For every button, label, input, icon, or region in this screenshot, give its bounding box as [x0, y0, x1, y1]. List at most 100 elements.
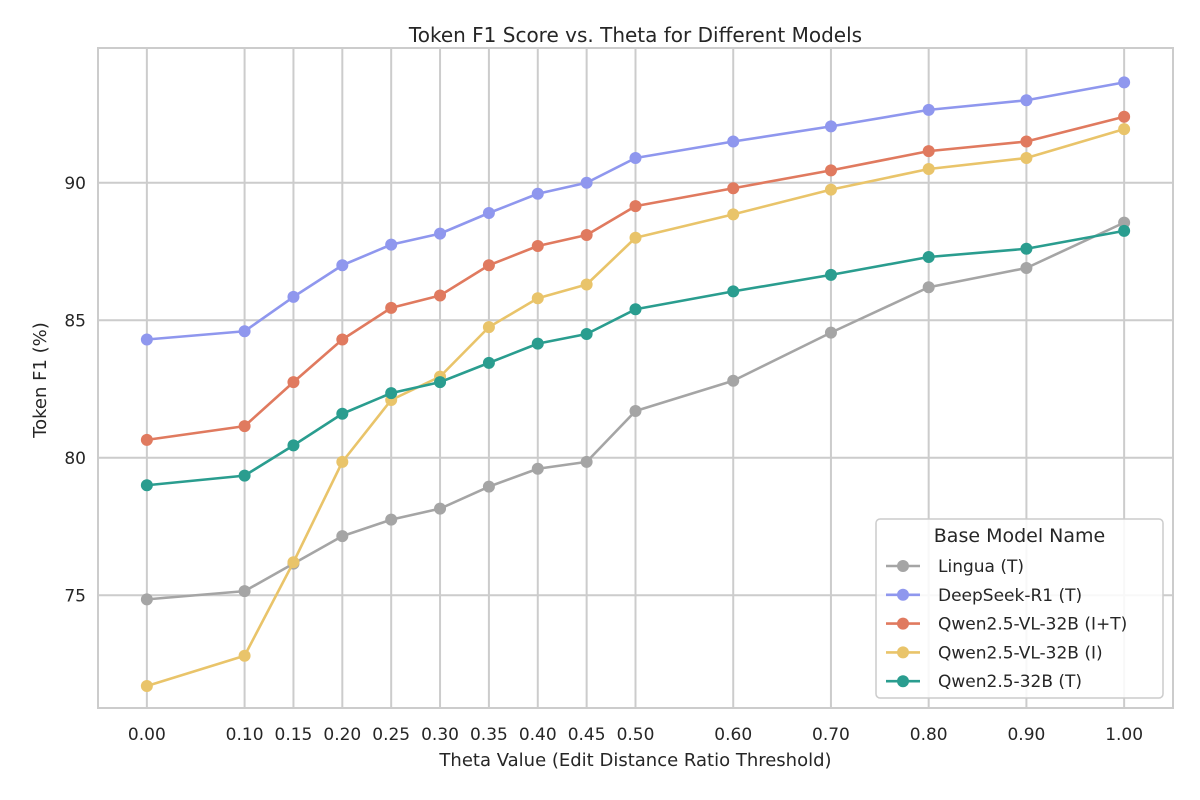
x-tick-label: 0.10 — [226, 725, 264, 745]
data-point — [1020, 94, 1033, 107]
y-tick-label: 80 — [64, 449, 86, 469]
y-tick-label: 75 — [64, 586, 86, 606]
legend-marker — [897, 617, 909, 630]
x-tick-label: 0.35 — [470, 725, 508, 745]
data-point — [629, 405, 642, 417]
x-tick-label: 0.25 — [372, 725, 410, 745]
data-point — [727, 182, 740, 195]
plot-area-frame — [97, 47, 1174, 709]
data-point — [238, 649, 251, 662]
data-point — [238, 420, 251, 433]
data-point — [385, 301, 398, 314]
legend-box — [875, 518, 1164, 699]
data-point — [287, 376, 300, 389]
data-point — [580, 176, 593, 189]
data-point — [629, 303, 642, 316]
data-point — [1020, 242, 1033, 255]
data-point — [482, 356, 495, 369]
data-point — [385, 513, 398, 526]
data-point — [238, 585, 251, 598]
data-point — [238, 469, 251, 482]
data-point — [580, 328, 593, 340]
data-point — [336, 530, 349, 543]
x-tick-label: 1.00 — [1105, 725, 1143, 745]
legend-label: Lingua (T) — [938, 557, 1024, 577]
data-point — [287, 556, 300, 569]
legend-label: DeepSeek-R1 (T) — [938, 586, 1082, 606]
data-point — [922, 281, 935, 294]
data-point — [385, 238, 398, 251]
data-point — [434, 227, 447, 240]
x-tick-label: 0.90 — [1007, 725, 1045, 745]
x-tick-label: 0.15 — [275, 725, 313, 745]
data-point — [336, 259, 349, 272]
data-point — [727, 285, 740, 298]
legend-item: Qwen2.5-VL-32B (I) — [886, 643, 1103, 663]
legend-label: Qwen2.5-32B (T) — [938, 672, 1082, 692]
chart-title: Token F1 Score vs. Theta for Different M… — [408, 23, 862, 47]
data-point — [385, 387, 398, 400]
data-point — [824, 120, 837, 133]
data-point — [580, 278, 593, 291]
x-axis-ticks: 0.00 0.10 0.15 0.20 0.25 0.30 0.35 0.40 0.45 0.50… — [128, 725, 1143, 745]
data-point — [922, 163, 935, 175]
data-point — [1118, 224, 1131, 237]
x-tick-label: 0.30 — [421, 725, 459, 745]
x-tick-label: 0.00 — [128, 725, 166, 745]
x-tick-label: 0.60 — [714, 725, 752, 745]
series-1 — [140, 76, 1131, 346]
legend-item: DeepSeek-R1 (T) — [886, 586, 1082, 606]
series-4 — [140, 224, 1131, 492]
data-point — [434, 376, 447, 389]
y-axis-ticks: 75 80 85 90 — [64, 174, 86, 607]
data-point — [140, 433, 153, 446]
x-tick-label: 0.70 — [812, 725, 850, 745]
data-point — [238, 325, 251, 338]
data-point — [1118, 123, 1131, 136]
data-point — [727, 135, 740, 148]
legend-marker — [897, 675, 909, 688]
x-tick-label: 0.45 — [568, 725, 606, 745]
data-point — [482, 321, 495, 334]
data-point — [434, 289, 447, 302]
data-point — [580, 229, 593, 241]
data-point — [1118, 216, 1131, 229]
x-tick-label: 0.50 — [617, 725, 655, 745]
legend-items: Lingua (T) DeepSeek-R1 (T) Qwen2.5-VL-32B … — [886, 557, 1127, 692]
y-tick-label: 90 — [64, 174, 86, 194]
series-2 — [140, 110, 1131, 446]
data-point — [531, 292, 544, 305]
legend-title: Base Model Name — [934, 525, 1105, 547]
data-point — [1020, 262, 1033, 274]
data-point — [531, 462, 544, 475]
data-point — [922, 103, 935, 116]
data-point — [140, 593, 153, 606]
data-point — [824, 268, 837, 281]
data-point — [336, 333, 349, 346]
data-point — [727, 374, 740, 387]
data-point — [434, 502, 447, 515]
legend-marker — [897, 560, 909, 572]
data-point — [531, 187, 544, 200]
y-axis-title: Token F1 (%) — [30, 322, 51, 439]
data-point — [1020, 152, 1033, 164]
data-point — [140, 680, 153, 692]
legend-item: Qwen2.5-VL-32B (I+T) — [886, 615, 1127, 635]
data-point — [1020, 135, 1033, 148]
data-point — [824, 326, 837, 339]
y-tick-label: 85 — [64, 311, 86, 331]
data-point — [922, 145, 935, 158]
legend: Base Model Name Lingua (T) DeepSeek-R1 (T… — [875, 518, 1164, 699]
data-point — [1118, 110, 1131, 123]
data-point — [336, 455, 349, 468]
legend-marker — [897, 646, 909, 659]
data-point — [482, 259, 495, 272]
data-point — [531, 337, 544, 350]
data-point — [629, 231, 642, 244]
x-tick-label: 0.20 — [323, 725, 361, 745]
data-point — [287, 290, 300, 303]
data-point — [824, 164, 837, 177]
data-point — [140, 333, 153, 346]
data-point — [140, 479, 153, 492]
